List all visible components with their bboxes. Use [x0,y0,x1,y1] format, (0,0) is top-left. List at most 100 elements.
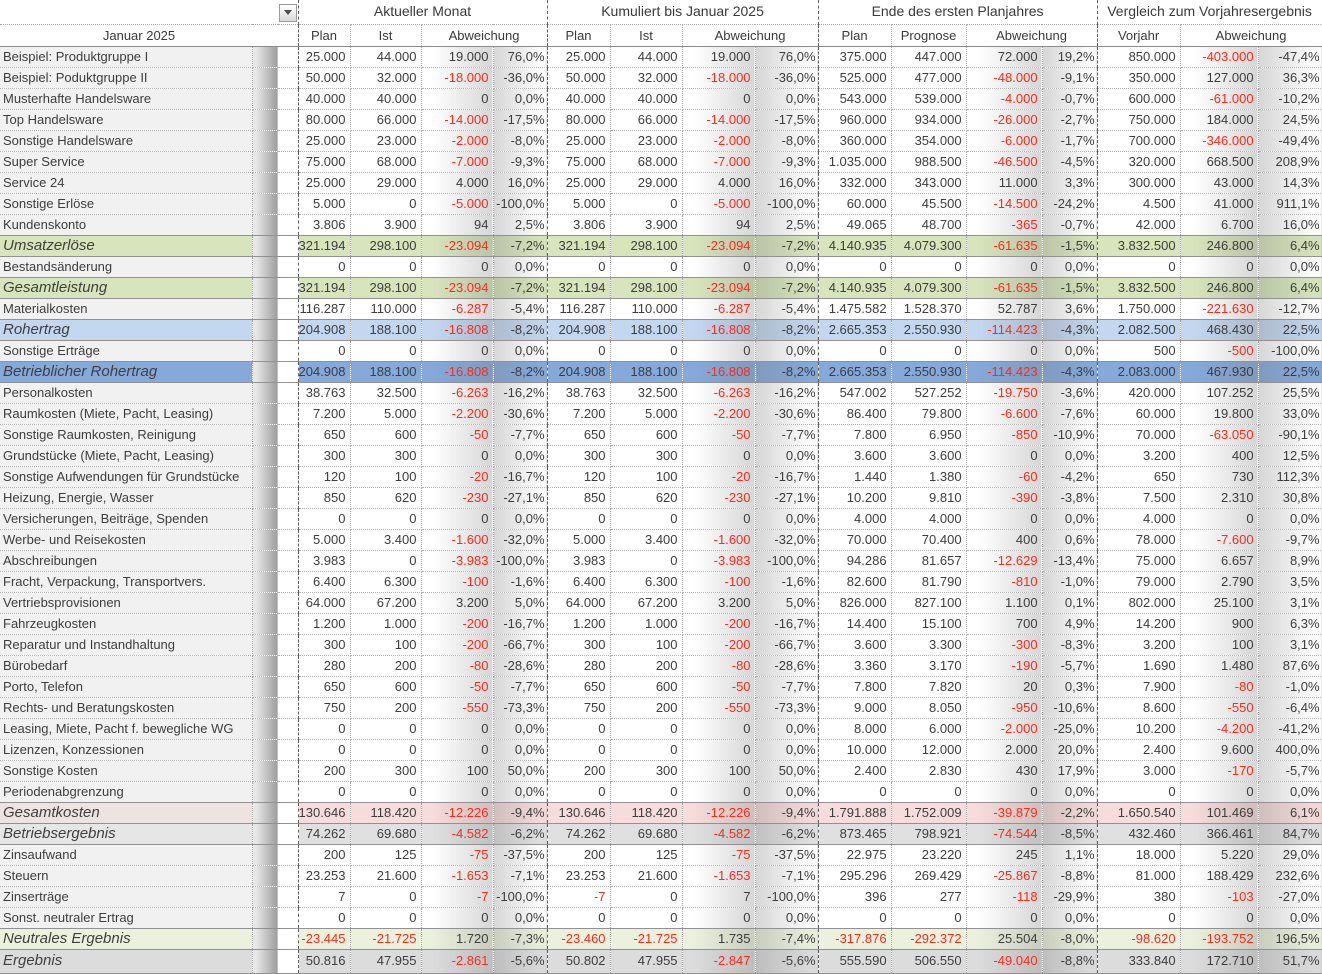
value-cell[interactable]: 6.657 [1180,550,1259,572]
value-cell[interactable]: 506.550 [891,948,967,974]
value-cell[interactable]: 0 [350,886,422,908]
value-cell[interactable]: 3.983 [297,550,351,572]
value-cell[interactable]: 0 [610,739,683,761]
value-cell[interactable]: 25,5% [1258,382,1322,404]
value-cell[interactable]: 730 [1180,466,1259,488]
value-cell[interactable]: -66,7% [493,634,548,656]
value-cell[interactable]: -7,1% [755,865,819,887]
value-cell[interactable]: 0 [610,907,683,929]
value-cell[interactable]: 0 [546,739,611,761]
value-cell[interactable]: 0,0% [755,445,819,467]
value-cell[interactable]: -6,4% [1258,697,1322,719]
value-cell[interactable]: 32.000 [350,67,422,89]
value-cell[interactable]: 1.480 [1180,655,1259,677]
value-cell[interactable]: 5,0% [493,592,548,614]
value-cell[interactable]: -7,3% [493,927,548,950]
value-cell[interactable]: 0 [350,718,422,740]
value-cell[interactable]: 375.000 [817,46,892,68]
value-cell[interactable]: -7 [421,886,494,908]
value-cell[interactable]: 850 [546,487,611,509]
value-cell[interactable]: -25.867 [966,865,1043,887]
value-cell[interactable]: -6.263 [421,382,494,404]
value-cell[interactable]: 82.600 [817,571,892,593]
row-label[interactable]: Neutrales Ergebnis [0,927,253,950]
row-label[interactable]: Service 24 [0,172,253,194]
value-cell[interactable]: -6.263 [682,382,756,404]
value-cell[interactable]: 3,6% [1042,298,1098,320]
value-cell[interactable]: 826.000 [817,592,892,614]
value-cell[interactable]: 125 [350,844,422,866]
value-cell[interactable]: 0 [421,508,494,530]
value-cell[interactable]: -75 [421,844,494,866]
value-cell[interactable]: 25.000 [546,172,611,194]
value-cell[interactable]: -6.000 [966,130,1043,152]
value-cell[interactable]: 188.100 [610,360,683,383]
value-cell[interactable]: 298.100 [610,234,683,257]
value-cell[interactable]: 184.000 [1180,109,1259,131]
value-cell[interactable]: -7,2% [493,276,548,299]
value-cell[interactable]: -30,6% [755,403,819,425]
value-cell[interactable]: -114.423 [966,318,1043,341]
value-cell[interactable]: 6.700 [1180,214,1259,236]
value-cell[interactable]: 14.200 [1096,613,1181,635]
value-cell[interactable]: -2.200 [682,403,756,425]
value-cell[interactable]: 0 [817,256,892,278]
value-cell[interactable]: -30,6% [493,403,548,425]
value-cell[interactable]: 0 [1096,256,1181,278]
value-cell[interactable]: 650 [546,424,611,446]
value-cell[interactable]: -73,3% [755,697,819,719]
value-cell[interactable]: 47.955 [610,948,683,974]
value-cell[interactable]: 100 [350,466,422,488]
value-cell[interactable]: -6.287 [682,298,756,320]
value-cell[interactable]: -9,7% [1258,529,1322,551]
row-label[interactable]: Raumkosten (Miete, Pacht, Leasing) [0,403,253,425]
value-cell[interactable]: 25.000 [297,172,351,194]
value-cell[interactable]: 354.000 [891,130,967,152]
value-cell[interactable]: 19.000 [421,46,494,68]
value-cell[interactable]: 467.930 [1180,360,1259,383]
value-cell[interactable]: 40.000 [297,88,351,110]
value-cell[interactable]: -26.000 [966,109,1043,131]
value-cell[interactable]: 321.194 [297,276,351,299]
value-cell[interactable]: 36,3% [1258,67,1322,89]
value-cell[interactable]: 204.908 [297,360,351,383]
value-cell[interactable]: -292.372 [891,927,967,950]
value-cell[interactable]: -27,0% [1258,886,1322,908]
value-cell[interactable]: 100 [1180,634,1259,656]
value-cell[interactable]: 0 [350,781,422,803]
value-cell[interactable]: -8,3% [1042,634,1098,656]
value-cell[interactable]: -1,5% [1042,234,1098,257]
value-cell[interactable]: 873.465 [817,822,892,845]
value-cell[interactable]: 3.983 [546,550,611,572]
value-cell[interactable]: 400,0% [1258,739,1322,761]
value-cell[interactable]: 68.000 [610,151,683,173]
value-cell[interactable]: -170 [1180,760,1259,782]
value-cell[interactable]: -2.000 [966,718,1043,740]
value-cell[interactable]: 7.500 [1096,487,1181,509]
value-cell[interactable]: 19,2% [1042,46,1098,68]
value-cell[interactable]: -4.582 [421,822,494,845]
value-cell[interactable]: 0 [682,508,756,530]
value-cell[interactable]: -9,3% [493,151,548,173]
value-cell[interactable]: 7.200 [297,403,351,425]
value-cell[interactable]: 650 [297,424,351,446]
value-cell[interactable]: -5.000 [421,193,494,215]
value-cell[interactable]: -18.000 [421,67,494,89]
value-cell[interactable]: 22.975 [817,844,892,866]
value-cell[interactable]: 0 [421,340,494,362]
value-cell[interactable]: -3.983 [682,550,756,572]
value-cell[interactable]: -16.808 [682,360,756,383]
value-cell[interactable]: -230 [682,487,756,509]
value-cell[interactable]: 3.832.500 [1096,234,1181,257]
row-label[interactable]: Sonstige Raumkosten, Reinigung [0,424,253,446]
value-cell[interactable]: 200 [610,655,683,677]
value-cell[interactable]: 321.194 [297,234,351,257]
value-cell[interactable]: 30,8% [1258,487,1322,509]
value-cell[interactable]: 300 [546,634,611,656]
value-cell[interactable]: 0 [817,907,892,929]
value-cell[interactable]: 78.000 [1096,529,1181,551]
value-cell[interactable]: 0,0% [493,340,548,362]
row-label[interactable]: Beispiel: Poduktgruppe II [0,67,253,89]
value-cell[interactable]: -23.445 [297,927,351,950]
value-cell[interactable]: 3.170 [891,655,967,677]
